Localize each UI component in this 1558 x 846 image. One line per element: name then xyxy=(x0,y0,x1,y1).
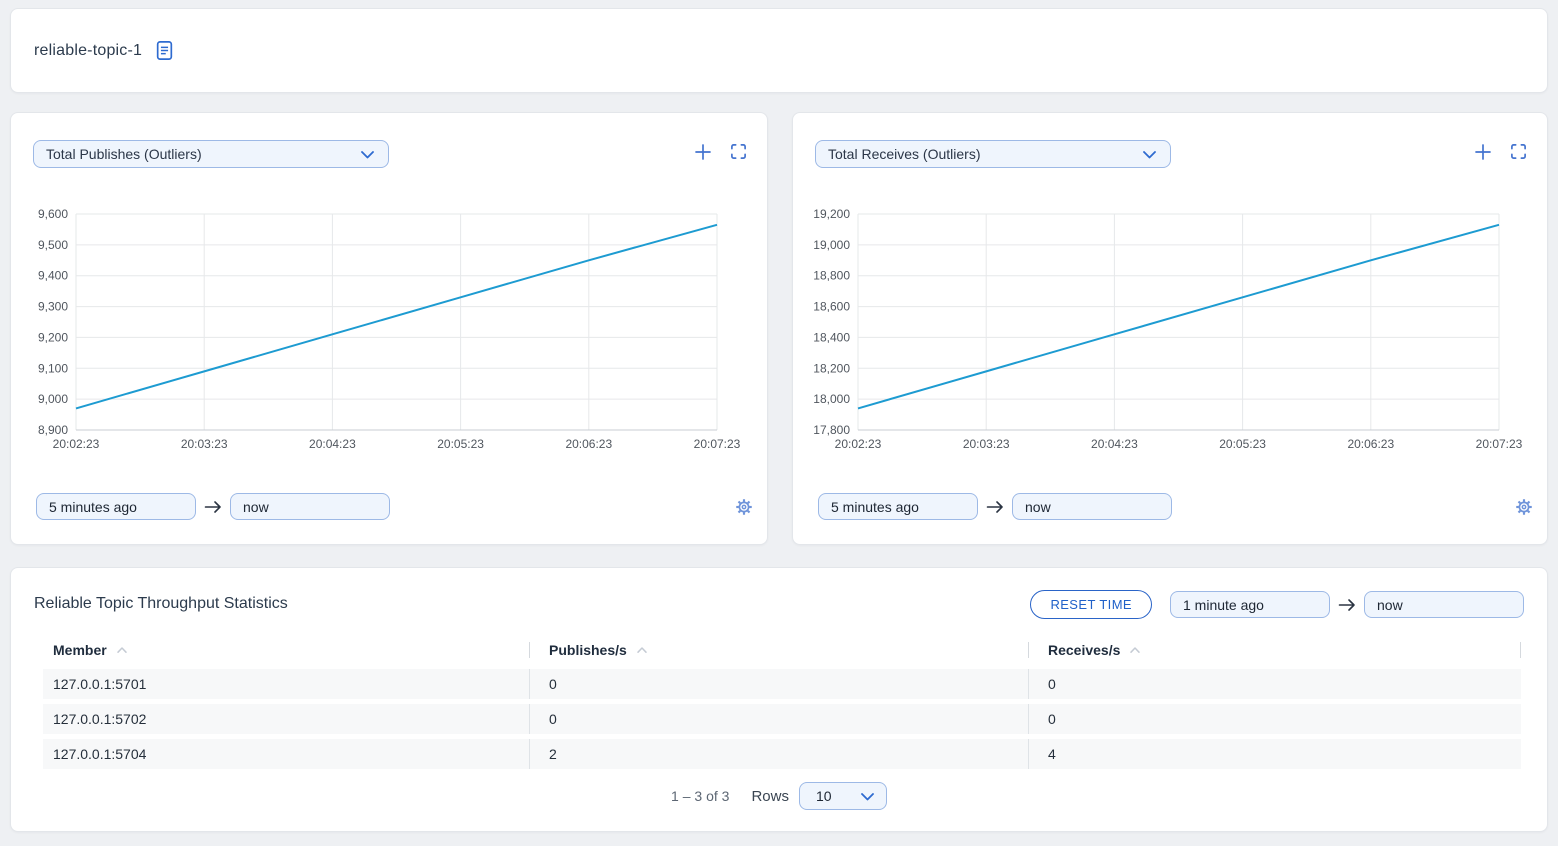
chart-time-to-input[interactable] xyxy=(1012,493,1172,520)
cell-receives: 4 xyxy=(1028,739,1521,769)
arrow-right-icon xyxy=(1338,597,1356,613)
svg-text:20:07:23: 20:07:23 xyxy=(1476,437,1523,451)
topic-title: reliable-topic-1 xyxy=(34,41,143,59)
cell-publishes: 2 xyxy=(529,739,1028,769)
metric-select-label: Total Publishes (Outliers) xyxy=(46,146,202,162)
chart-time-to-input[interactable] xyxy=(230,493,390,520)
svg-text:20:06:23: 20:06:23 xyxy=(1347,437,1394,451)
rows-per-page-value: 10 xyxy=(815,788,832,804)
arrow-right-icon xyxy=(204,499,222,515)
cell-publishes: 0 xyxy=(529,669,1028,699)
sort-asc-icon xyxy=(116,647,127,653)
svg-text:9,200: 9,200 xyxy=(38,330,68,344)
svg-text:20:02:23: 20:02:23 xyxy=(835,437,882,451)
table-title: Reliable Topic Throughput Statistics xyxy=(34,595,288,612)
cell-publishes: 0 xyxy=(529,704,1028,734)
svg-text:8,900: 8,900 xyxy=(38,423,68,437)
sort-asc-icon xyxy=(1130,647,1141,653)
table-row: 127.0.0.1:5701 0 0 xyxy=(43,669,1521,699)
svg-text:19,200: 19,200 xyxy=(813,208,850,221)
svg-text:18,000: 18,000 xyxy=(813,392,850,406)
receives-line-chart: 20:02:23 20:03:23 20:04:23 20:05:23 20:06:23… xyxy=(813,208,1523,451)
svg-text:20:03:23: 20:03:23 xyxy=(963,437,1010,451)
svg-text:20:03:23: 20:03:23 xyxy=(181,437,228,451)
cell-member: 127.0.0.1:5701 xyxy=(53,676,147,692)
gear-icon[interactable] xyxy=(735,498,753,516)
cell-member: 127.0.0.1:5704 xyxy=(53,746,147,762)
chart-time-from-input[interactable] xyxy=(818,493,978,520)
metric-select-receives[interactable]: Total Receives (Outliers) xyxy=(815,140,1171,168)
svg-text:20:05:23: 20:05:23 xyxy=(437,437,484,451)
svg-text:9,000: 9,000 xyxy=(38,392,68,406)
column-header-receives[interactable]: Receives/s xyxy=(1028,642,1521,658)
svg-text:20:06:23: 20:06:23 xyxy=(565,437,612,451)
svg-text:18,200: 18,200 xyxy=(813,361,850,375)
add-chart-icon[interactable] xyxy=(694,143,712,161)
cell-member: 127.0.0.1:5702 xyxy=(53,711,147,727)
table-pagination: 1 – 3 of 3 Rows 10 xyxy=(11,782,1547,810)
fullscreen-icon[interactable] xyxy=(730,143,747,161)
throughput-table: Member Publishes/s Receives/s 127.0.0.1:… xyxy=(43,636,1521,769)
column-header-member[interactable]: Member xyxy=(43,642,529,658)
svg-text:9,600: 9,600 xyxy=(38,208,68,221)
svg-text:18,800: 18,800 xyxy=(813,269,850,283)
page-range-text: 1 – 3 of 3 xyxy=(671,788,730,804)
publishes-chart-card: Total Publishes (Outliers) 20:02:23 20:03… xyxy=(10,112,768,545)
rows-per-page-select[interactable]: 10 xyxy=(798,782,887,810)
throughput-stats-card: Reliable Topic Throughput Statistics RES… xyxy=(10,567,1548,832)
metric-select-label: Total Receives (Outliers) xyxy=(828,146,981,162)
sort-asc-icon xyxy=(637,647,647,653)
svg-text:17,800: 17,800 xyxy=(813,423,850,437)
svg-text:19,000: 19,000 xyxy=(813,238,850,252)
svg-text:18,400: 18,400 xyxy=(813,330,850,344)
svg-text:20:02:23: 20:02:23 xyxy=(53,437,100,451)
fullscreen-icon[interactable] xyxy=(1510,143,1527,161)
svg-text:20:05:23: 20:05:23 xyxy=(1219,437,1266,451)
svg-text:18,600: 18,600 xyxy=(813,300,850,314)
table-time-from-input[interactable] xyxy=(1170,591,1330,618)
chevron-down-icon xyxy=(361,146,374,162)
cell-receives: 0 xyxy=(1028,669,1521,699)
svg-text:9,500: 9,500 xyxy=(38,238,68,252)
table-row: 127.0.0.1:5704 2 4 xyxy=(43,739,1521,769)
chevron-down-icon xyxy=(1143,146,1156,162)
table-time-to-input[interactable] xyxy=(1364,591,1524,618)
table-header-row: Member Publishes/s Receives/s xyxy=(43,636,1521,664)
svg-text:20:07:23: 20:07:23 xyxy=(694,437,741,451)
svg-text:20:04:23: 20:04:23 xyxy=(1091,437,1138,451)
topic-header-card: reliable-topic-1 xyxy=(10,8,1548,93)
add-chart-icon[interactable] xyxy=(1474,143,1492,161)
rows-per-page-label: Rows xyxy=(751,787,789,805)
reset-time-button[interactable]: RESET TIME xyxy=(1030,590,1152,619)
column-header-publishes[interactable]: Publishes/s xyxy=(529,642,1028,658)
chevron-down-icon xyxy=(861,788,874,804)
svg-text:9,100: 9,100 xyxy=(38,361,68,375)
gear-icon[interactable] xyxy=(1515,498,1533,516)
metric-select-publishes[interactable]: Total Publishes (Outliers) xyxy=(33,140,389,168)
table-row: 127.0.0.1:5702 0 0 xyxy=(43,704,1521,734)
svg-text:20:04:23: 20:04:23 xyxy=(309,437,356,451)
cell-receives: 0 xyxy=(1028,704,1521,734)
svg-text:9,300: 9,300 xyxy=(38,300,68,314)
svg-text:9,400: 9,400 xyxy=(38,269,68,283)
arrow-right-icon xyxy=(986,499,1004,515)
receives-chart-card: Total Receives (Outliers) 20:02:23 20:03:… xyxy=(792,112,1548,545)
chart-time-from-input[interactable] xyxy=(36,493,196,520)
document-icon[interactable] xyxy=(154,40,175,61)
publishes-line-chart: 20:02:23 20:03:23 20:04:23 20:05:23 20:06:23… xyxy=(38,208,741,451)
